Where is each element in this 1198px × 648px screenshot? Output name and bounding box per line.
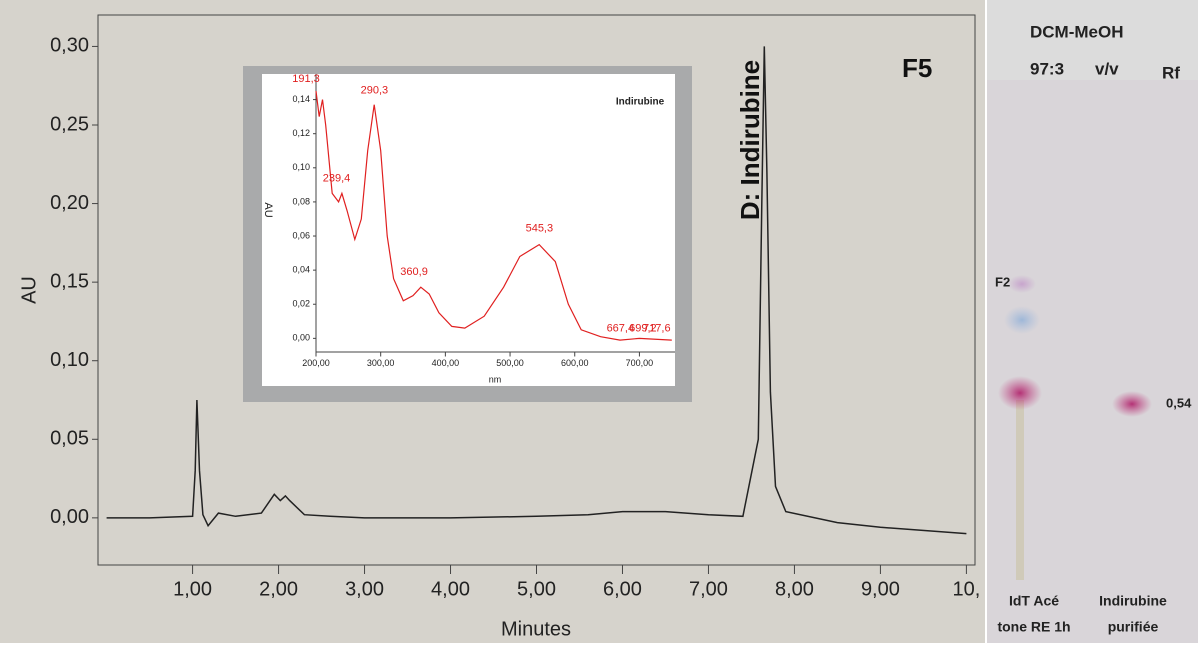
rf-value: 0,54 (1166, 395, 1192, 410)
spot (998, 376, 1042, 410)
tlc-top (987, 0, 1198, 80)
x-tick-label: 2,00 (259, 578, 298, 600)
peak-label: 191,3 (292, 73, 320, 85)
lane-label: IdT Acé (1009, 593, 1059, 609)
peak-label: 667,4 (607, 322, 635, 334)
x-tick-label: 4,00 (431, 578, 470, 600)
y-tick-label: 0,06 (292, 230, 310, 240)
lane-trail (1016, 400, 1024, 580)
x-tick-label: 1,00 (173, 578, 212, 600)
y-tick-label: 0,00 (50, 506, 89, 528)
x-tick-label: 9,00 (861, 578, 900, 600)
data-line (106, 46, 967, 535)
y-tick-label: 0,14 (292, 94, 310, 104)
y-tick-label: 0,10 (50, 349, 89, 371)
x-tick-label: 300,00 (367, 358, 395, 368)
x-tick-label: 6,00 (603, 578, 642, 600)
rf-header: Rf (1162, 63, 1180, 82)
y-tick-label: 0,12 (292, 128, 310, 138)
y-tick-label: 0,15 (50, 270, 89, 292)
peak-label: 290,3 (361, 85, 389, 97)
inset-background (262, 74, 675, 386)
x-tick-label: 200,00 (302, 358, 330, 368)
x-tick-label: 600,00 (561, 358, 589, 368)
y-tick-label: 0,02 (292, 299, 310, 309)
x-tick-label: 700,00 (626, 358, 654, 368)
spot-label: F2 (995, 274, 1010, 289)
x-tick-label: 8,00 (775, 578, 814, 600)
x-axis-title: Minutes (501, 618, 571, 640)
spot (1004, 306, 1040, 334)
lane-label: Indirubine (1099, 593, 1167, 609)
peak-label: 239,4 (323, 172, 351, 184)
peak-label: 545,3 (526, 222, 554, 234)
inset-title: Indirubine (616, 97, 665, 108)
y-tick-label: 0,04 (292, 265, 310, 275)
plate-labels: DCM-MeOH 97:3 v/v Rf F2 0,54 IdT Acé ton… (995, 22, 1192, 634)
panel-label: F5 (902, 53, 932, 83)
y-tick-label: 0,20 (50, 192, 89, 214)
spot (1008, 275, 1036, 293)
y-axis-title: AU (262, 202, 274, 217)
lane-label: purifiée (1108, 619, 1159, 635)
y-tick-label: 0,08 (292, 196, 310, 206)
x-tick-label: 400,00 (432, 358, 460, 368)
peak-label: 360,9 (400, 266, 428, 278)
x-axis-title: nm (489, 374, 502, 384)
data-line (315, 91, 672, 341)
x-tick-label: 10, (952, 578, 980, 600)
y-tick-label: 0,30 (50, 35, 89, 57)
y-axis-title: AU (18, 276, 40, 304)
eluent: DCM-MeOH (1030, 22, 1124, 41)
ratio: 97:3 (1030, 59, 1064, 78)
x-tick-label: 7,00 (689, 578, 728, 600)
x-tick-label: 500,00 (496, 358, 524, 368)
chromatogram: 0,00 0,05 0,10 0,15 0,20 0,25 0,30 1,00 2,00 3,00… (18, 15, 980, 640)
x-tick-label: 3,00 (345, 578, 384, 600)
peak-label: 717,6 (643, 322, 671, 334)
x-tick-label: 5,00 (517, 578, 556, 600)
y-tick-label: 0,00 (292, 333, 310, 343)
spectrum: 0,00 0,02 0,04 0,06 0,08 0,10 0,12 0,14 200,00 30… (262, 73, 675, 384)
peak-annotation: D: Indirubine (735, 60, 765, 220)
y-tick-label: 0,05 (50, 428, 89, 450)
spot (1112, 391, 1152, 417)
ratio-unit: v/v (1095, 59, 1119, 78)
y-tick-label: 0,25 (50, 113, 89, 135)
lane-label: tone RE 1h (997, 619, 1070, 635)
y-tick-label: 0,10 (292, 162, 310, 172)
peak-label: 699,2 (629, 322, 657, 334)
